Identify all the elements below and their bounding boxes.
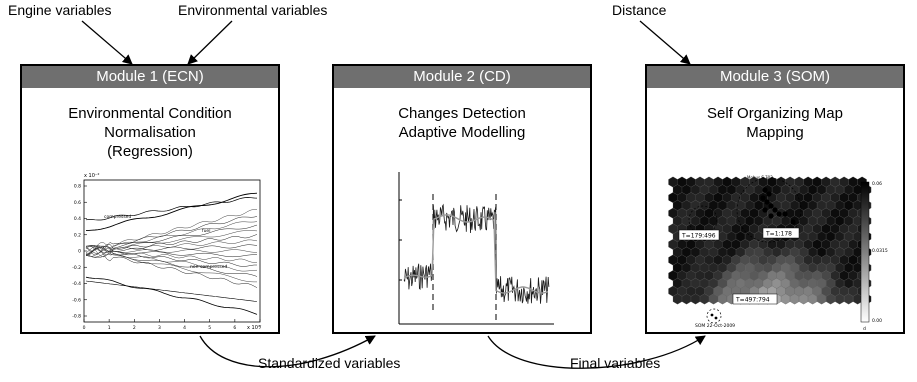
module-3-som: Module 3 (SOM) Self Organizing Map Mappi… <box>645 64 905 334</box>
plot1-x-tick-label: 6 <box>233 325 236 331</box>
plot1-x-tick-label: 1 <box>108 325 111 331</box>
module-2-title: Changes Detection Adaptive Modelling <box>334 104 590 142</box>
module-2-cd: Module 2 (CD) Changes Detection Adaptive… <box>332 64 592 334</box>
som-cluster-label-1: T=179:496 <box>681 233 716 240</box>
distance-label: Distance <box>612 2 667 18</box>
module-2-title-line: Adaptive Modelling <box>398 124 526 141</box>
plot1-series-line <box>85 246 258 263</box>
plot1-series-line <box>85 250 258 277</box>
plot1-series-line <box>85 209 257 256</box>
plot1-series-line <box>85 280 258 302</box>
module-3-title-line: Mapping <box>746 124 804 141</box>
engine-variables-label: Engine variables <box>8 2 112 18</box>
standardized-variables-label: Standardized variables <box>258 355 401 371</box>
som-hit-dot <box>768 213 774 219</box>
plot1-series-line <box>85 248 258 288</box>
som-hit-dot <box>762 207 768 213</box>
plot1-series-line <box>85 221 258 253</box>
environmental-variables-label: Environmental variables <box>178 2 328 18</box>
colorbar-tick-bottom: 0.00 <box>872 318 882 324</box>
module-2-title-line: Changes Detection <box>398 105 526 122</box>
som-hit-dot <box>760 195 766 201</box>
plot1-annotation-fuel: fuel <box>202 228 210 234</box>
plot1-series-line <box>85 192 258 232</box>
plot1-y-exponent: x 10⁻² <box>84 173 100 179</box>
plot1-y-tick-label: 0.4 <box>74 216 81 222</box>
module-3-title: Self Organizing Map Mapping <box>647 104 903 142</box>
module-1-ecn: Module 1 (ECN) Environmental Condition N… <box>20 64 280 334</box>
environmental-arrow <box>187 20 233 65</box>
plot1-x-exponent: x 10⁴ <box>247 325 260 331</box>
plot1-y-tick-label: 0.6 <box>74 200 81 206</box>
som-map: Mobus S 702 T=179:496 T=1:178 T=497:794 … <box>668 175 888 332</box>
module-1-title-line: (Regression) <box>107 143 193 160</box>
plot1-series-line <box>85 234 258 256</box>
plot1-x-tick-label: 0 <box>83 325 86 331</box>
colorbar-unit: d <box>863 326 866 332</box>
distance-arrow <box>639 20 691 65</box>
module-1-title: Environmental Condition Normalisation (R… <box>22 104 278 161</box>
plot1-series-line <box>85 276 258 315</box>
module-2-header: Module 2 (CD) <box>334 66 590 88</box>
module-1-header: Module 1 (ECN) <box>22 66 278 88</box>
change-detection-plot <box>398 172 554 325</box>
plot1-annotation-non-compressed: non-compressed <box>190 264 228 270</box>
som-cluster-label-2: T=1:178 <box>765 231 792 238</box>
module-3-header: Module 3 (SOM) <box>647 66 903 88</box>
standardized-curve <box>199 335 376 368</box>
final-variables-label: Final variables <box>570 355 661 371</box>
colorbar-tick-mid: 0.0315 <box>872 248 888 254</box>
plot1-series-line <box>85 253 257 283</box>
colorbar-tick-top: 0.06 <box>872 181 882 187</box>
som-top-note: Mobus S 702 <box>747 175 773 180</box>
som-hit-dot <box>762 187 768 193</box>
plot1-y-tick-label: -0.4 <box>72 281 81 287</box>
plot1-x-tick-label: 2 <box>133 325 136 331</box>
som-hit-dot <box>776 211 782 217</box>
module-1-title-line: Environmental Condition <box>68 105 232 122</box>
plot1-series-line <box>85 197 258 221</box>
plot1-series-line <box>85 230 258 252</box>
som-hit-dot <box>772 207 778 213</box>
plot1-y-tick-label: -0.8 <box>72 314 81 320</box>
plot1-y-tick-label: 0.8 <box>74 184 81 190</box>
plot1-y-tick-label: 0 <box>78 249 81 255</box>
plot1-x-tick-label: 7 <box>259 325 262 331</box>
plot1-annotation-compressed: compressed <box>104 214 131 220</box>
som-hit-dot <box>790 219 796 225</box>
regression-plot: 0.8 0.6 0.4 0.2 0 -0.2 -0.4 -0.6 -0.8 0 1 2 3 4 5 6 7 x… <box>72 173 262 331</box>
som-hit-dot <box>768 203 774 209</box>
plot1-x-tick-label: 5 <box>208 325 211 331</box>
plot1-y-tick-label: -0.6 <box>72 297 81 303</box>
module-3-title-line: Self Organizing Map <box>707 105 843 122</box>
plot1-x-tick-label: 4 <box>183 325 186 331</box>
plot1-y-tick-label: -0.2 <box>72 265 81 271</box>
plot1-series-line <box>85 216 258 254</box>
som-cluster-label-3: T=497:794 <box>735 297 770 304</box>
final-curve <box>487 335 706 369</box>
plot1-series-line <box>85 224 258 253</box>
plot1-y-tick-label: 0.2 <box>74 232 81 238</box>
module-1-title-line: Normalisation <box>104 124 196 141</box>
som-hit-dot <box>764 199 770 205</box>
engine-arrow <box>81 20 133 65</box>
plot1-x-tick-label: 3 <box>158 325 161 331</box>
som-hit-dot <box>782 211 788 217</box>
som-footer: SOM 22-Oct-2009 <box>695 323 735 329</box>
som-hit-dot <box>766 191 772 197</box>
